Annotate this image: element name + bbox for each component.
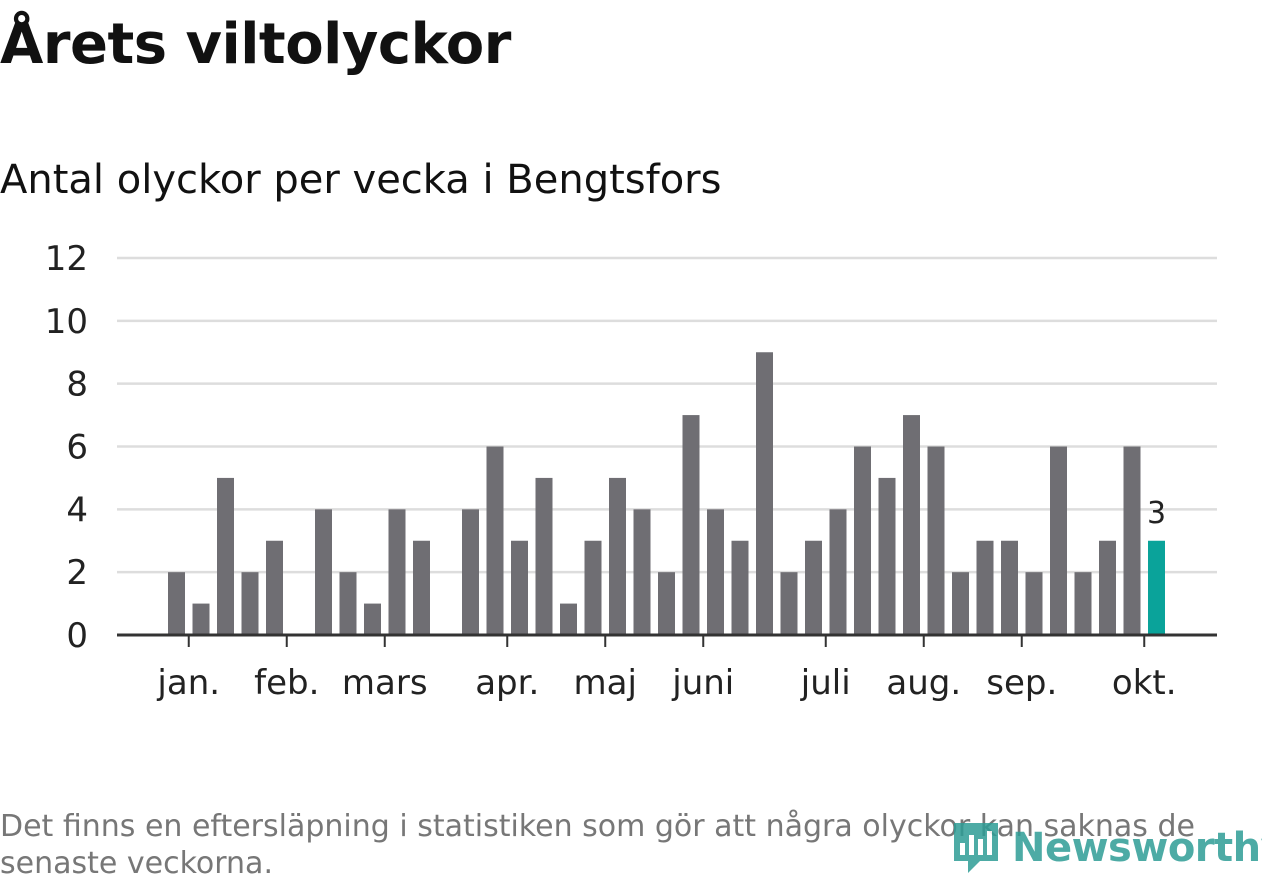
x-tick-label-juni: juni xyxy=(671,663,734,703)
chart-title: Årets viltolyckor xyxy=(0,12,511,77)
y-tick-label-10: 10 xyxy=(45,302,88,342)
bar-week-42 xyxy=(1123,446,1141,635)
y-tick-label-8: 8 xyxy=(66,365,88,405)
bar-week-11 xyxy=(364,603,381,635)
bar-latest-week xyxy=(1148,540,1165,635)
bar-week-3 xyxy=(168,572,185,635)
bar-week-32 xyxy=(878,477,896,635)
bar-week-7 xyxy=(266,540,283,635)
x-tick-label-maj: maj xyxy=(574,663,637,703)
bar-week-22 xyxy=(633,509,651,635)
bar-week-39 xyxy=(1050,446,1067,635)
bar-week-29 xyxy=(805,540,822,635)
bar-week-34 xyxy=(927,446,945,635)
bar-week-31 xyxy=(854,446,871,635)
bar-week-13 xyxy=(413,540,430,635)
x-tick-label-jan: jan. xyxy=(156,663,220,703)
bar-week-12 xyxy=(388,509,406,635)
bar-week-41 xyxy=(1099,540,1116,635)
bar-week-5 xyxy=(217,477,234,635)
x-tick-label-okt: okt. xyxy=(1112,663,1177,703)
x-tick-label-feb: feb. xyxy=(254,663,319,703)
bar-chart: 0 2 4 6 8 10 12 3 jan. feb. mars apr. maj juni juli aug… xyxy=(45,239,1217,703)
bar-week-35 xyxy=(952,572,969,635)
y-tick-label-6: 6 xyxy=(66,428,88,468)
bar-week-6 xyxy=(241,572,259,635)
bar-week-18 xyxy=(535,477,553,635)
x-tick-label-apr: apr. xyxy=(475,663,539,703)
bar-week-4 xyxy=(192,603,210,635)
bar-week-27 xyxy=(756,352,773,635)
bar-week-38 xyxy=(1025,572,1043,635)
newsworthy-logo-icon xyxy=(954,823,998,873)
bar-week-28 xyxy=(780,572,798,635)
y-tick-label-12: 12 xyxy=(45,239,88,279)
bar-week-23 xyxy=(658,572,675,635)
bar-week-10 xyxy=(339,572,357,635)
chart-subtitle: Antal olyckor per vecka i Bengtsfors xyxy=(0,157,722,203)
newsworthy-logo-text: Newsworthy xyxy=(1012,825,1262,871)
bar-week-17 xyxy=(511,540,528,635)
bar-week-19 xyxy=(560,603,577,635)
x-tick-label-sep: sep. xyxy=(986,663,1057,703)
y-tick-label-0: 0 xyxy=(66,616,88,656)
x-tick-label-mars: mars xyxy=(342,663,428,703)
bar-week-26 xyxy=(731,540,749,635)
bar-week-33 xyxy=(903,415,920,635)
bar-week-15 xyxy=(462,509,479,635)
bar-week-16 xyxy=(486,446,504,635)
y-tick-label-2: 2 xyxy=(66,553,88,593)
bar-week-37 xyxy=(1001,540,1018,635)
y-tick-label-4: 4 xyxy=(66,490,88,530)
bar-week-25 xyxy=(707,509,724,635)
bar-week-9 xyxy=(315,509,332,635)
bar-week-30 xyxy=(829,509,847,635)
x-tick-label-aug: aug. xyxy=(886,663,961,703)
bar-week-20 xyxy=(584,540,602,635)
x-tick-label-juli: juli xyxy=(800,663,851,703)
bar-week-36 xyxy=(976,540,994,635)
bar-week-24 xyxy=(682,415,700,635)
data-label-latest: 3 xyxy=(1147,496,1166,531)
bar-week-40 xyxy=(1074,572,1092,635)
bar-week-21 xyxy=(609,477,626,635)
newsworthy-logo: Newsworthy xyxy=(950,818,1262,878)
